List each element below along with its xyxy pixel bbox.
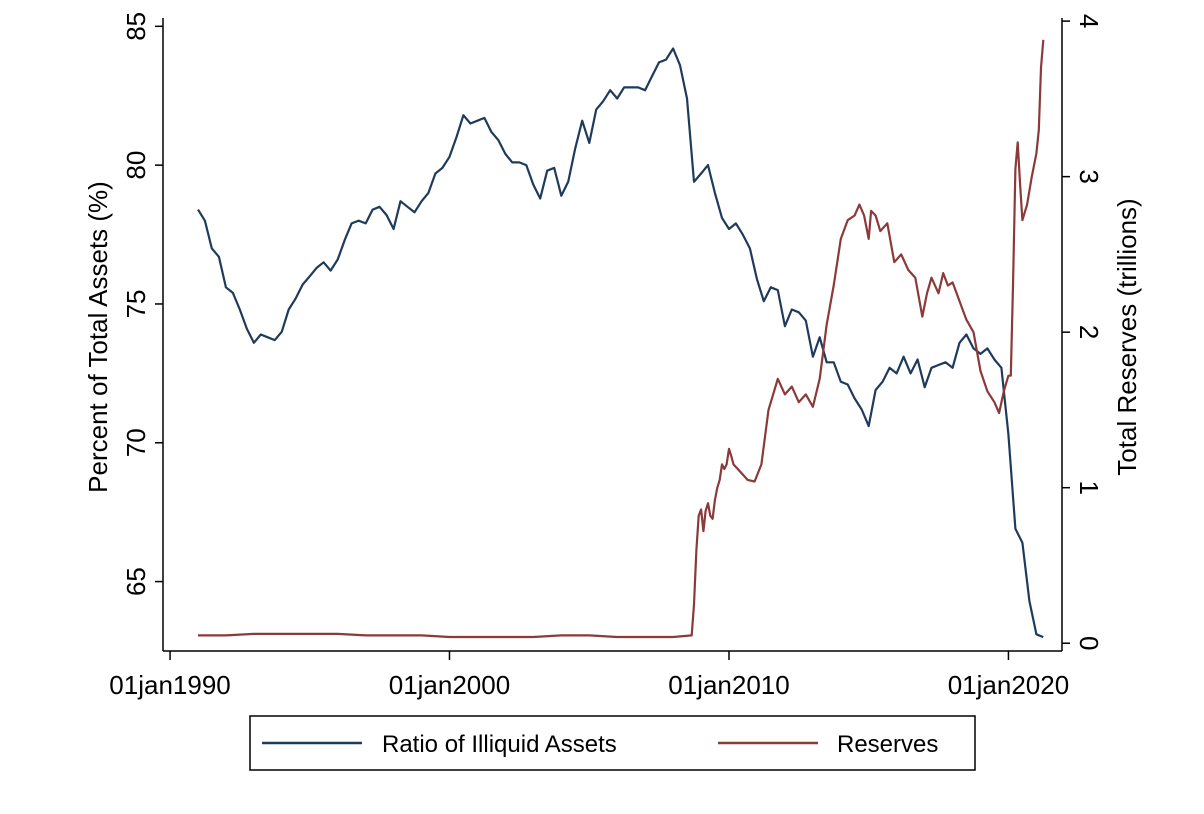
x-tick-label: 01jan2020 [948, 670, 1069, 700]
y-tick-label-left: 70 [121, 428, 151, 457]
y-tick-label-right: 2 [1074, 325, 1104, 339]
y-tick-label-left: 85 [121, 12, 151, 41]
y-axis-title-left: Percent of Total Assets (%) [83, 181, 113, 493]
x-tick-label: 01jan2010 [668, 670, 789, 700]
x-tick-label: 01jan1990 [109, 670, 230, 700]
y-tick-label-left: 80 [121, 151, 151, 180]
chart-axes: 65 70 75 80 85 0 1 2 3 4 01jan1990 01jan2000 01jan20… [109, 12, 1104, 700]
y-tick-label-right: 0 [1074, 636, 1104, 650]
series-line-reserves [198, 39, 1045, 639]
y-axis-title-right: Total Reserves (trillions) [1112, 198, 1142, 475]
plot-area [197, 39, 1045, 639]
y-tick-label-left: 65 [121, 567, 151, 596]
y-tick-label-right: 4 [1074, 14, 1104, 28]
series-line-illiquid-ratio [197, 47, 1044, 639]
y-tick-label-right: 1 [1074, 480, 1104, 494]
legend-label-reserves: Reserves [837, 731, 938, 758]
y-tick-label-left: 75 [121, 289, 151, 318]
legend-label-illiquid: Ratio of Illiquid Assets [382, 731, 617, 758]
legend-box [249, 715, 976, 771]
x-tick-label: 01jan2000 [389, 670, 510, 700]
y-tick-label-right: 3 [1074, 169, 1104, 183]
legend: Ratio of Illiquid Assets Reserves [249, 715, 976, 771]
